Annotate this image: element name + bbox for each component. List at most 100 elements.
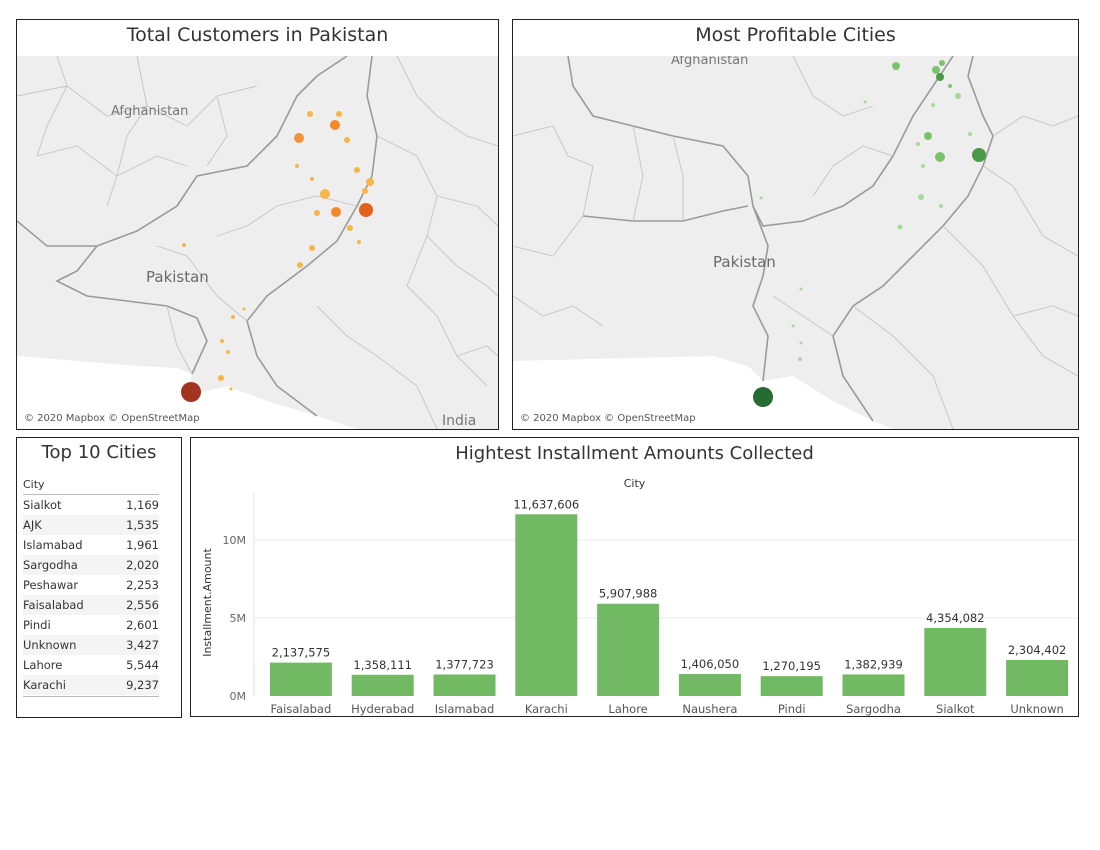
chart-title: Hightest Installment Amounts Collected [455,443,814,464]
table-row[interactable]: AJK 1,535 [23,515,159,535]
table-row[interactable]: Islamabad 1,961 [23,535,159,555]
map-label-afghanistan: Afghanistan [111,104,189,119]
city-bubble [791,324,795,328]
customer-bubbles [181,111,374,402]
customers-map[interactable]: Afghanistan Pakistan India © 2020 Mapbox… [17,56,498,429]
table-row[interactable]: Sargodha 2,020 [23,555,159,575]
city-bubble [948,84,952,88]
table-row[interactable]: Unknown 3,427 [23,635,159,655]
table-cell-value: 2,601 [126,618,159,632]
bar[interactable] [760,676,823,696]
city-bubble [918,194,924,200]
bar[interactable] [515,514,578,696]
table-row[interactable]: Faisalabad 2,556 [23,595,159,615]
city-bubble [354,167,360,173]
city-bubble [297,262,303,268]
table-row[interactable]: Sialkot 1,169 [23,495,159,515]
city-bubble [182,243,186,247]
city-bubble [799,341,803,345]
map-credit[interactable]: © 2020 Mapbox © OpenStreetMap [24,413,200,424]
bar-data-label: 2,137,575 [272,646,331,660]
top-cities-panel: Top 10 Cities City Sialkot 1,169 AJK 1,535 I… [16,437,182,718]
table-cell-value: 1,169 [126,498,159,512]
x-tick-label: Pindi [778,702,806,716]
table-cell-city: Pindi [23,618,51,632]
city-bubble [226,350,230,354]
x-tick-label: Hyderabad [351,702,414,716]
installment-chart-panel: Hightest Installment Amounts Collected C… [190,437,1079,717]
table-cell-value: 2,253 [126,578,159,592]
city-bubble [231,315,235,319]
city-bubble [921,164,925,168]
table-column-header[interactable]: City [23,478,45,491]
customers-map-panel: Total Customers in Pakistan [16,19,499,430]
bar[interactable] [597,603,660,696]
x-tick-label: Naushera [682,702,737,716]
bar-data-label: 4,354,082 [926,611,985,625]
bar[interactable] [924,628,987,696]
city-bubble [344,137,350,143]
table-cell-value: 9,237 [126,678,159,692]
bar[interactable] [351,674,414,696]
city-bubble [968,132,972,136]
city-bubble [331,207,341,217]
table-row[interactable]: Pindi 2,601 [23,615,159,635]
x-tick-label: Sialkot [936,702,975,716]
bar[interactable] [1006,660,1069,696]
map-credit[interactable]: © 2020 Mapbox © OpenStreetMap [520,413,696,424]
table-header-divider [23,494,159,495]
city-bubble [309,245,315,251]
province-borders [513,56,1078,429]
table-cell-city: Sargodha [23,558,78,572]
city-bubble [229,387,233,391]
table-row[interactable]: Lahore 5,544 [23,655,159,675]
table-cell-value: 3,427 [126,638,159,652]
table-cell-city: Peshawar [23,578,79,592]
city-bubble [330,120,340,130]
city-bubble [924,132,932,140]
city-bubble [863,100,867,104]
profit-map-canvas [513,56,1078,429]
city-bubble [932,66,940,74]
y-tick-label: 10M [223,534,247,547]
table-cell-city: Unknown [23,638,77,652]
table-row[interactable]: Karachi 9,237 [23,675,159,695]
city-bubble [320,189,330,199]
bar-data-label: 1,377,723 [435,657,494,671]
table-row[interactable]: Peshawar 2,253 [23,575,159,595]
bar-data-label: 1,406,050 [681,657,740,671]
city-bubble [295,164,299,168]
customers-map-canvas [17,56,498,429]
bar[interactable] [269,662,332,696]
y-tick-label: 5M [230,612,247,625]
city-bubble [314,210,320,216]
table-cell-city: Faisalabad [23,598,84,612]
map-label-afghanistan: Afghanistan [671,56,749,68]
bar-data-label: 2,304,402 [1008,643,1067,657]
city-bubble [362,188,368,194]
city-bubble [798,357,802,361]
profit-map[interactable]: Afghanistan Pakistan © 2020 Mapbox © Ope… [513,56,1078,429]
x-tick-label: Unknown [1010,702,1063,716]
bar-data-label: 5,907,988 [599,587,658,601]
city-bubble [294,133,304,143]
city-bubble [310,177,314,181]
bar[interactable] [842,674,905,696]
city-bubble [347,225,353,231]
x-tick-label: Faisalabad [271,702,332,716]
bar[interactable] [678,674,741,696]
bar-data-label: 11,637,606 [513,497,579,511]
profit-bubbles [753,60,986,407]
map-label-india: India [442,413,477,429]
city-bubble [939,204,943,208]
city-bubble [357,240,361,244]
city-bubble [220,339,224,343]
map-label-pakistan: Pakistan [713,253,776,271]
city-bubble [955,93,961,99]
table-cell-city: Islamabad [23,538,83,552]
country-borders [17,56,378,417]
city-bubble [936,73,944,81]
top-cities-title: Top 10 Cities [41,442,157,463]
bar[interactable] [433,674,496,696]
bar-data-label: 1,270,195 [762,659,821,673]
